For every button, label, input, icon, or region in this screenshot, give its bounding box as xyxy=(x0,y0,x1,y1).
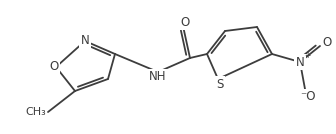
Text: +: + xyxy=(304,51,310,60)
Text: O: O xyxy=(49,60,58,74)
Text: O: O xyxy=(180,16,190,29)
Text: CH₃: CH₃ xyxy=(25,107,46,117)
Text: N: N xyxy=(296,55,304,68)
Text: ⁻O: ⁻O xyxy=(300,90,316,103)
Text: NH: NH xyxy=(149,70,167,83)
Text: S: S xyxy=(216,77,224,90)
Text: N: N xyxy=(81,34,89,47)
Text: O: O xyxy=(322,36,332,49)
